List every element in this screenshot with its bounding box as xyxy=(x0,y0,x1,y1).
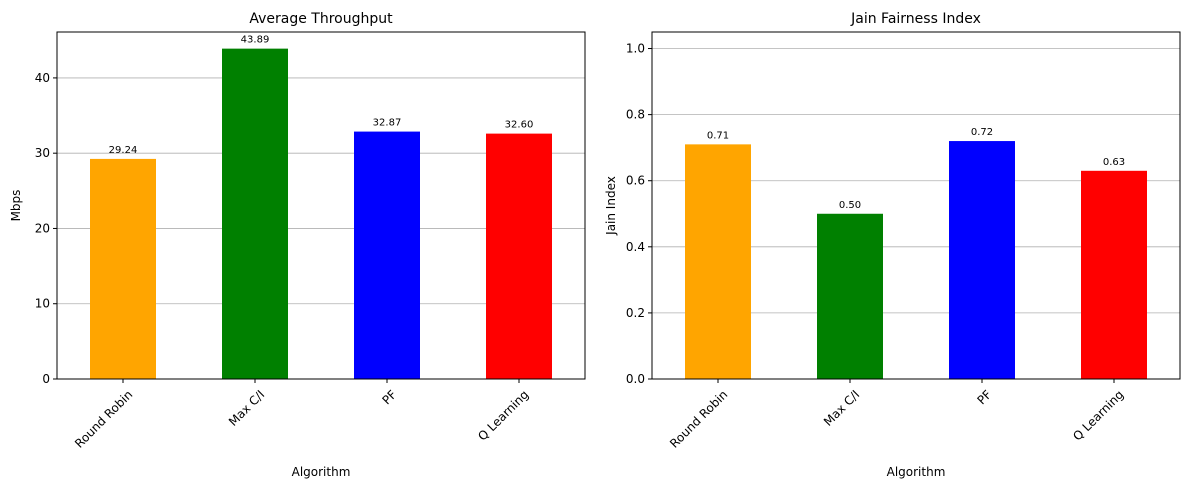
throughput-y-tick-label: 10 xyxy=(35,297,50,311)
throughput-value-label: 43.89 xyxy=(241,35,270,46)
throughput-x-axis-label: Algorithm xyxy=(292,465,351,479)
fairness-y-tick-label: 0.4 xyxy=(626,240,645,254)
fairness-y-tick-label: 0.6 xyxy=(626,174,645,188)
throughput-value-label: 29.24 xyxy=(109,145,138,156)
fairness-x-tick-label: Max C/I xyxy=(821,387,862,428)
fairness-x-tick-label: Round Robin xyxy=(667,387,730,450)
fairness-bar xyxy=(685,144,751,379)
fairness-value-label: 0.50 xyxy=(839,200,861,211)
throughput-bar xyxy=(354,131,420,379)
fairness-y-tick-label: 0.8 xyxy=(626,108,645,122)
throughput-bars: 29.24 43.89 32.87 32.60 xyxy=(90,35,552,380)
throughput-bar xyxy=(486,133,552,379)
fairness-y-axis-label: Jain Index xyxy=(604,176,618,236)
throughput-plot-frame xyxy=(56,31,586,380)
fairness-x-tick-label: PF xyxy=(974,387,994,407)
fairness-chart: 0.71 0.50 0.72 0.63 0.0 0.2 0.4 0.6 0.8 1.0 Round… xyxy=(604,11,1181,479)
throughput-title: Average Throughput xyxy=(249,11,393,27)
fairness-title: Jain Fairness Index xyxy=(850,11,981,27)
throughput-bar xyxy=(222,48,288,380)
fairness-bar xyxy=(1081,170,1147,379)
throughput-x-tick-label: Q Learning xyxy=(475,387,531,443)
fairness-y-tick-label: 1.0 xyxy=(626,42,645,56)
fairness-value-label: 0.71 xyxy=(707,130,729,141)
throughput-bar xyxy=(90,158,156,379)
throughput-y-tick-label: 30 xyxy=(35,146,50,160)
fairness-y-tick-label: 0.2 xyxy=(626,306,645,320)
throughput-value-label: 32.60 xyxy=(505,120,534,131)
fairness-bar xyxy=(817,213,883,379)
fairness-value-label: 0.63 xyxy=(1103,157,1125,168)
throughput-x-tick-label: Max C/I xyxy=(226,387,267,428)
fairness-x-tick-label: Q Learning xyxy=(1070,387,1126,443)
throughput-x-tick-label: Round Robin xyxy=(72,387,135,450)
throughput-y-axis-label: Mbps xyxy=(9,190,23,222)
fairness-value-label: 0.72 xyxy=(971,127,993,138)
throughput-y-tick-label: 20 xyxy=(35,221,50,235)
throughput-chart: 29.24 43.89 32.87 32.60 0 10 20 30 40 Round Robi… xyxy=(9,11,586,479)
fairness-bars: 0.71 0.50 0.72 0.63 xyxy=(685,127,1147,379)
throughput-value-label: 32.87 xyxy=(373,118,402,129)
throughput-x-tick-label: PF xyxy=(379,387,399,407)
fairness-plot-frame xyxy=(651,31,1181,380)
fairness-bar xyxy=(949,141,1015,379)
fairness-y-tick-label: 0.0 xyxy=(626,372,645,386)
throughput-y-tick-label: 40 xyxy=(35,71,50,85)
fairness-x-axis-label: Algorithm xyxy=(887,465,946,479)
throughput-y-tick-label: 0 xyxy=(42,372,50,386)
